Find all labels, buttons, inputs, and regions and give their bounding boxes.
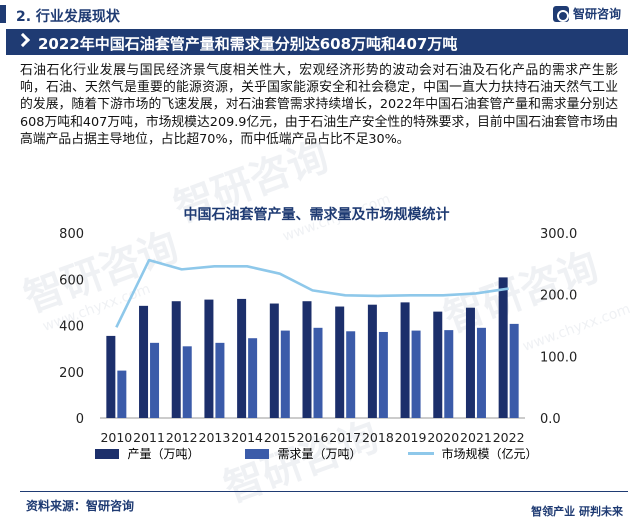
- x-tick-label: 2013: [199, 430, 231, 445]
- headline-title: 2022年中国石油套管产量和需求量分别达608万吨和407万吨: [38, 35, 458, 53]
- x-tick-label: 2018: [362, 430, 394, 445]
- source-note: 资料来源：智研咨询: [26, 499, 135, 513]
- headline-banner: 2022年中国石油套管产量和需求量分别达608万吨和407万吨: [6, 29, 628, 55]
- y-left-tick-label: 400: [59, 320, 84, 335]
- legend-swatch-demand: [245, 448, 270, 459]
- bar-production: [400, 302, 410, 418]
- bar-production: [433, 311, 443, 418]
- bar-production: [139, 305, 149, 418]
- bar-demand: [182, 346, 192, 418]
- section-accent-bar: [0, 5, 6, 23]
- x-tick-label: 2010: [100, 430, 132, 445]
- y-right-tick-label: 300.0: [540, 227, 577, 242]
- bar-production: [367, 304, 377, 418]
- bar-demand: [248, 338, 258, 418]
- footer-divider: [20, 491, 628, 492]
- bar-demand: [346, 331, 356, 418]
- brand-logo-icon: [552, 5, 569, 22]
- bar-demand: [476, 327, 486, 418]
- y-right-tick-label: 200.0: [540, 289, 577, 304]
- bar-production: [106, 335, 116, 418]
- brand-logo: 智研咨询: [552, 5, 621, 22]
- body-paragraph: 石油石化行业发展与国民经济景气度相关性大，宏观经济形势的波动会对石油及石化产品的…: [20, 63, 618, 147]
- chart-title: 中国石油套管产量、需求量及市场规模统计: [183, 207, 450, 223]
- x-tick-label: 2019: [395, 430, 427, 445]
- bar-demand: [313, 327, 323, 418]
- bar-production: [465, 307, 475, 418]
- legend-item-market: 市场规模（亿元）: [407, 445, 538, 462]
- bar-demand: [444, 330, 454, 418]
- bar-demand: [509, 323, 519, 418]
- x-tick-label: 2021: [460, 430, 492, 445]
- x-tick-label: 2020: [427, 430, 459, 445]
- x-tick-label: 2016: [297, 430, 329, 445]
- brand-logo-text: 智研咨询: [572, 7, 621, 21]
- y-right-tick-label: 0.0: [540, 412, 561, 427]
- x-tick-label: 2014: [231, 430, 263, 445]
- y-left-tick-label: 200: [59, 366, 84, 381]
- bar-production: [335, 306, 345, 418]
- bar-demand: [215, 342, 225, 418]
- y-left-tick-label: 600: [59, 273, 84, 288]
- bar-demand: [150, 342, 160, 418]
- chart-legend: 产量（万吨） 需求量（万吨） 市场规模（亿元）: [0, 445, 633, 462]
- bar-demand: [117, 370, 127, 418]
- legend-label-production: 产量（万吨）: [127, 447, 200, 461]
- legend-item-production: 产量（万吨）: [95, 445, 199, 462]
- bar-production: [498, 277, 508, 418]
- bar-production: [302, 301, 312, 418]
- bar-production: [204, 299, 214, 418]
- y-left-tick-label: 800: [59, 227, 84, 242]
- y-left-tick-label: 0: [76, 412, 84, 427]
- bar-demand: [378, 331, 388, 418]
- line-market-size: [115, 258, 509, 328]
- x-tick-label: 2012: [166, 430, 198, 445]
- x-tick-label: 2017: [329, 430, 361, 445]
- x-tick-label: 2011: [133, 430, 165, 445]
- bar-production: [237, 298, 247, 418]
- legend-label-demand: 需求量（万吨）: [277, 447, 362, 461]
- legend-label-market: 市场规模（亿元）: [441, 447, 538, 461]
- top-header: 2. 行业发展现状 智研咨询: [0, 0, 633, 28]
- bar-production: [269, 303, 279, 418]
- bar-demand: [280, 330, 290, 418]
- footer-slogan: 智领产业 研判未来: [531, 505, 623, 518]
- section-title: 2. 行业发展现状: [16, 9, 120, 25]
- legend-item-demand: 需求量（万吨）: [245, 445, 362, 462]
- x-tick-label: 2015: [264, 430, 296, 445]
- y-right-tick-label: 100.0: [540, 350, 577, 365]
- x-tick-label: 2022: [493, 430, 525, 445]
- bar-production: [171, 301, 181, 418]
- legend-swatch-production: [95, 448, 120, 459]
- bar-demand: [411, 330, 421, 418]
- legend-swatch-market: [407, 452, 434, 455]
